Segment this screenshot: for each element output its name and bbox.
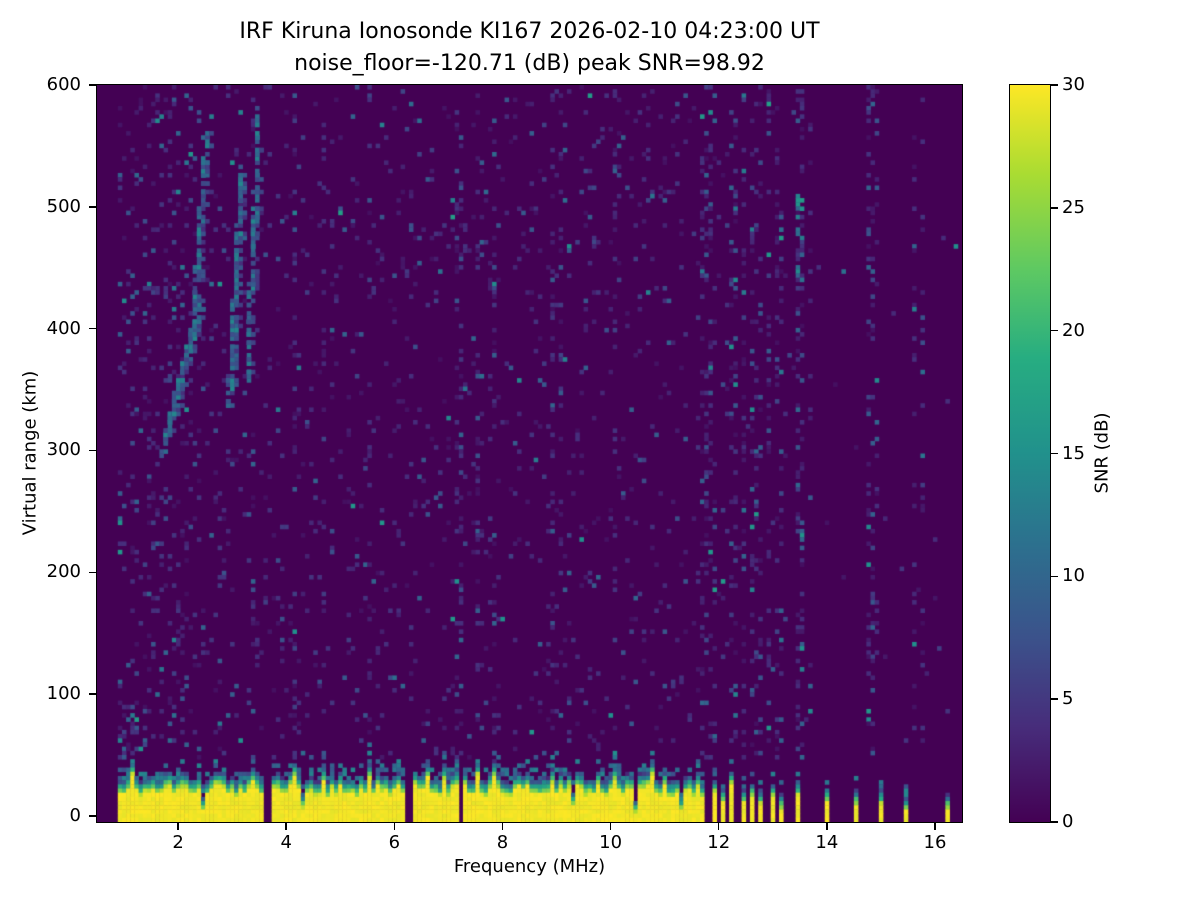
x-tick-label: 6: [388, 832, 401, 853]
y-tick-mark: [89, 571, 96, 574]
colorbar-tick-mark: [1051, 84, 1058, 86]
colorbar: [1009, 84, 1051, 823]
x-axis-label: Frequency (MHz): [453, 856, 606, 877]
y-tick-mark: [89, 693, 96, 695]
colorbar-tick-label: 5: [1062, 688, 1074, 710]
x-tick-label: 4: [280, 832, 292, 853]
x-tick-mark: [393, 823, 396, 830]
colorbar-gradient: [1010, 85, 1050, 822]
x-tick-label: 16: [923, 832, 947, 853]
colorbar-label: SNR (dB): [1091, 412, 1113, 494]
y-tick-mark: [89, 815, 96, 817]
colorbar-tick-mark: [1051, 698, 1058, 700]
y-tick-label: 500: [46, 195, 81, 217]
colorbar-tick-mark: [1051, 207, 1058, 209]
y-tick-label: 600: [46, 74, 81, 95]
chart-subtitle: noise_floor=-120.71 (dB) peak SNR=98.92: [294, 51, 765, 76]
x-tick-label: 12: [707, 832, 731, 853]
x-tick-label: 2: [172, 832, 184, 853]
colorbar-tick-label: 15: [1062, 442, 1085, 464]
ionogram-heatmap: [97, 85, 962, 822]
y-tick-label: 0: [69, 804, 81, 826]
colorbar-tick-mark: [1051, 821, 1058, 823]
colorbar-tick-mark: [1051, 452, 1058, 455]
plot-area: [96, 84, 963, 823]
colorbar-tick-label: 30: [1062, 74, 1085, 95]
x-tick-mark: [717, 823, 720, 830]
y-tick-mark: [89, 327, 96, 330]
colorbar-tick-mark: [1051, 575, 1058, 578]
x-tick-mark: [285, 823, 287, 830]
chart-title: IRF Kiruna Ionosonde KI167 2026-02-10 04…: [239, 19, 820, 44]
y-tick-label: 300: [46, 439, 81, 461]
colorbar-tick-label: 0: [1062, 811, 1074, 832]
title-block: IRF Kiruna Ionosonde KI167 2026-02-10 04…: [97, 16, 962, 80]
x-tick-label: 8: [496, 832, 509, 853]
x-tick-mark: [934, 823, 936, 830]
colorbar-tick-label: 25: [1062, 196, 1085, 218]
x-tick-mark: [501, 823, 504, 830]
y-tick-label: 100: [46, 683, 81, 705]
x-tick-mark: [826, 823, 828, 830]
x-tick-label: 14: [815, 832, 839, 853]
y-tick-label: 400: [46, 317, 81, 339]
y-tick-mark: [89, 206, 96, 208]
colorbar-tick-label: 20: [1062, 319, 1085, 341]
x-tick-mark: [609, 823, 612, 830]
colorbar-tick-label: 10: [1062, 565, 1085, 587]
x-tick-label: 10: [599, 832, 623, 853]
colorbar-tick-mark: [1051, 329, 1058, 332]
y-tick-label: 200: [46, 561, 81, 583]
y-tick-mark: [89, 84, 96, 86]
y-tick-mark: [89, 449, 96, 452]
x-tick-mark: [177, 823, 179, 830]
